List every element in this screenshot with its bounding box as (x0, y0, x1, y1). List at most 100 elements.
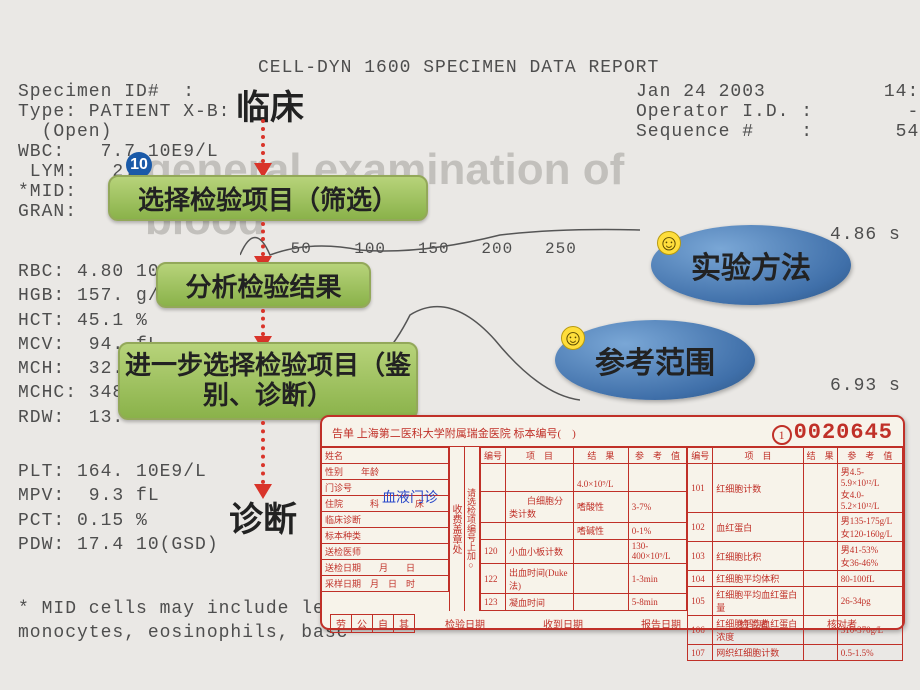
form-cell: 血红蛋白 (713, 513, 803, 542)
form-cell (481, 522, 506, 539)
form-cell (481, 464, 506, 491)
form-left-cell: 送检日期 月 日 (322, 560, 449, 576)
lab-form: 告单 上海第二医科大学附属瑞金医院 标本编号( ) 10020645 姓名性别 … (320, 415, 905, 630)
form-left-cell: 临床诊断 (322, 512, 449, 528)
arrow-2 (261, 222, 265, 256)
form-foot-field: 收到日期______ (543, 616, 613, 631)
form-pay-option: 劳 (331, 615, 352, 632)
form-cell: 小血小板计数 (506, 539, 574, 563)
form-cell: 1-3min (628, 563, 686, 594)
form-header-text: 告单 上海第二医科大学附属瑞金医院 标本编号( ) (332, 425, 576, 441)
oval-method-label: 实验方法 (691, 243, 811, 287)
form-cell: 出血时间(Duke法) (506, 563, 574, 594)
form-instruction-col: 请选检项编号上加○ (465, 447, 480, 611)
arrow-4 (261, 421, 265, 484)
flow-box-2: 分析检验结果 (156, 262, 371, 308)
handwritten-dept: 血液门诊 (382, 487, 438, 507)
form-col-header: 编号 (688, 448, 713, 464)
form-cell (628, 464, 686, 491)
form-cell: 122 (481, 563, 506, 594)
form-cell: 0.5-1.5% (837, 645, 902, 661)
form-pay-boxes: 劳公自其 (330, 614, 415, 633)
report-plt-block: PLT: 164. 10E9/L MPV: 9.3 fL PCT: 0.15 %… (18, 460, 219, 557)
report-footnote: * MID cells may include less monocytes, … (18, 597, 348, 646)
form-cell: 104 (688, 571, 713, 587)
flow-box-1-label: 选择检验项目（筛选） (138, 180, 398, 217)
form-ring-icon: 1 (772, 425, 792, 445)
form-cell: 5-8min (628, 594, 686, 611)
form-cell: 80-100fL (837, 571, 902, 587)
form-stamp-col: 收费盖章处 (450, 447, 465, 611)
form-left-cell: 采样日期 月 日 时 (322, 576, 449, 592)
form-col-header: 参 考 值 (837, 448, 902, 464)
form-cell: 103 (688, 542, 713, 571)
form-left-cell: 姓名 (322, 448, 449, 464)
form-cell: 男4.5-5.9×10¹²/L 女4.0-5.2×10¹²/L (837, 464, 902, 513)
form-foot-field: 报告日期______ (641, 616, 711, 631)
form-pay-option: 公 (352, 615, 373, 632)
form-cell (574, 539, 629, 563)
flow-bottom-label: 诊断 (229, 492, 297, 541)
form-sequence: 0020645 (794, 420, 893, 445)
form-cell (803, 645, 837, 661)
form-cell: 123 (481, 594, 506, 611)
form-cell: 白细胞分类计数 (506, 491, 574, 522)
form-cell (803, 542, 837, 571)
form-cell (506, 522, 574, 539)
form-pay-option: 其 (394, 615, 414, 632)
report-time-1: 4.86 s (830, 225, 901, 245)
flow-box-3-label: 进一步选择检验项目（鉴别、诊断） (120, 351, 416, 411)
form-cell: 4.0×10⁹/L (574, 464, 629, 491)
form-cell: 101 (688, 464, 713, 513)
form-foot-field: 核对者______ (827, 616, 887, 631)
form-cell: 凝血时间 (506, 594, 574, 611)
form-col-header: 项 目 (506, 448, 574, 464)
form-cell: 3-7% (628, 491, 686, 522)
form-cell: 男41-53% 女36-46% (837, 542, 902, 571)
report-header-right: Jan 24 2003 14:59 Operator I.D. : -- Seq… (636, 82, 920, 142)
form-table-left: 编号项 目结 果参 考 值 4.0×10⁹/L 白细胞分类计数嗜酸性3-7%嗜碱… (480, 447, 687, 611)
form-cell: 红细胞比积 (713, 542, 803, 571)
form-cell: 102 (688, 513, 713, 542)
smiley-icon (561, 326, 585, 350)
form-col-header: 参 考 值 (628, 448, 686, 464)
form-col-header: 项 目 (713, 448, 803, 464)
oval-method: 实验方法 (651, 225, 851, 305)
oval-reference-label: 参考范围 (595, 338, 715, 382)
smiley-icon (657, 231, 681, 255)
form-left-info: 姓名性别 年龄门诊号住院 科 床临床诊断标本种类送检医师送检日期 月 日采样日期… (322, 447, 449, 592)
flow-box-1: 选择检验项目（筛选） (108, 175, 428, 221)
flow-box-3: 进一步选择检验项目（鉴别、诊断） (118, 342, 418, 420)
arrow-1 (261, 119, 265, 163)
form-cell: 107 (688, 645, 713, 661)
oval-reference: 参考范围 (555, 320, 755, 400)
form-cell (803, 587, 837, 616)
form-cell: 130-400×10⁹/L (628, 539, 686, 563)
form-cell (481, 491, 506, 522)
form-cell: 网织红细胞计数 (713, 645, 803, 661)
form-cell: 红细胞平均血红蛋白量 (713, 587, 803, 616)
report-time-2: 6.93 s (830, 376, 901, 396)
form-cell: 红细胞平均体积 (713, 571, 803, 587)
form-cell: 0-1% (628, 522, 686, 539)
form-foot-field: 检验者______ (739, 616, 799, 631)
form-cell (803, 464, 837, 513)
form-cell: 男135-175g/L 女120-160g/L (837, 513, 902, 542)
form-cell: 105 (688, 587, 713, 616)
arrow-3 (261, 309, 265, 336)
form-cell: 26-34pg (837, 587, 902, 616)
form-cell (506, 464, 574, 491)
form-col-header: 编号 (481, 448, 506, 464)
flow-box-2-label: 分析检验结果 (185, 267, 341, 304)
form-cell (574, 594, 629, 611)
form-left-cell: 性别 年龄 (322, 464, 449, 480)
form-cell (574, 563, 629, 594)
form-left-cell: 送检医师 (322, 544, 449, 560)
form-cell (803, 571, 837, 587)
form-cell: 120 (481, 539, 506, 563)
form-pay-option: 自 (373, 615, 394, 632)
form-left-cell: 标本种类 (322, 528, 449, 544)
form-foot-field: 检验日期______ (445, 616, 515, 631)
flow-top-label: 临床 (236, 80, 304, 129)
form-cell (803, 513, 837, 542)
